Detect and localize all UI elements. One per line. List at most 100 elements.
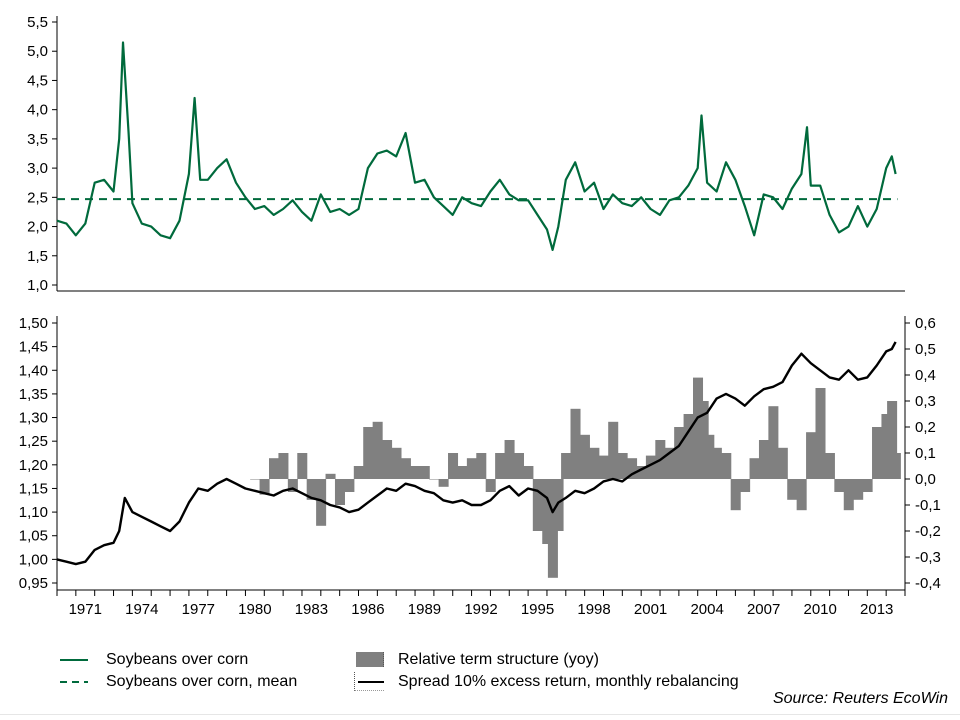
left-y-tick-label: 0,95: [19, 575, 48, 592]
term-structure-bar: [334, 479, 345, 505]
top-y-tick-label: 3,5: [27, 131, 48, 148]
x-tick-label: 1977: [182, 601, 215, 618]
term-structure-bar: [457, 466, 468, 479]
term-structure-bar: [353, 466, 364, 479]
top-y-tick-label: 4,0: [27, 102, 48, 119]
term-structure-bar: [466, 458, 477, 479]
term-structure-bar: [806, 432, 817, 479]
term-structure-bar: [297, 453, 308, 479]
term-structure-bar: [749, 458, 760, 479]
right-y-tick-label: 0,1: [915, 445, 936, 462]
x-tick-label: 2010: [804, 601, 837, 618]
legend-swatch-black-line: [344, 672, 390, 692]
bottom-panel: 1,50 1,45 1,40 1,35 1,30 1,25 1,20 1,15 1,10 1,05…: [19, 315, 941, 618]
term-structure-bar: [872, 427, 883, 479]
right-y-tick-label: -0,2: [915, 523, 941, 540]
term-structure-bar: [485, 479, 496, 492]
legend-label: Soybeans over corn, mean: [106, 673, 298, 690]
term-structure-bar: [570, 408, 581, 479]
term-structure-bar: [250, 479, 261, 480]
term-structure-bar: [495, 453, 506, 479]
term-structure-bar: [862, 479, 873, 492]
term-structure-bar: [363, 427, 374, 479]
term-structure-bar: [410, 466, 421, 479]
top-panel: 5,5 5,0 4,5 4,0 3,5 3,0 2,5 2,0 1,5 1,0: [27, 14, 905, 294]
term-structure-bar: [608, 421, 619, 479]
top-y-tick-label: 5,0: [27, 43, 48, 60]
x-tick-label: 1983: [295, 601, 328, 618]
top-y-tick-label: 5,5: [27, 14, 48, 31]
right-y-tick-label: -0,1: [915, 497, 941, 514]
term-structure-bar: [476, 453, 487, 479]
term-structure-bar: [419, 466, 430, 479]
right-y-tick-label: 0,5: [915, 341, 936, 358]
term-structure-bar: [683, 414, 694, 479]
term-structure-bar: [504, 440, 515, 479]
term-structure-bar: [824, 453, 835, 479]
soybeans-over-corn-line: [56, 41, 897, 251]
right-y-tick-label: 0,0: [915, 471, 936, 488]
term-structure-bar: [664, 447, 675, 479]
top-y-tick-label: 2,0: [27, 219, 48, 236]
x-tick-label: 1986: [351, 601, 384, 618]
source-note: Source: Reuters EcoWin: [772, 690, 948, 707]
right-y-tick-label: 0,3: [915, 393, 936, 410]
right-y-tick-label: -0,3: [915, 549, 941, 566]
x-tick-label: 2013: [860, 601, 893, 618]
top-y-tick-label: 3,0: [27, 160, 48, 177]
term-structure-bar: [344, 479, 355, 492]
x-tick-label: 1989: [408, 601, 441, 618]
term-structure-bar: [674, 427, 685, 479]
term-structure-bar: [698, 401, 709, 479]
term-structure-bar: [400, 458, 411, 479]
legend-label: Soybeans over corn: [106, 651, 249, 668]
term-structure-bar: [693, 377, 704, 479]
term-structure-bar: [843, 479, 854, 511]
right-y-tick-label: 0,4: [915, 367, 936, 384]
term-structure-bar: [547, 479, 558, 578]
x-tick-label: 1974: [125, 601, 158, 618]
term-structure-bar: [758, 440, 769, 479]
term-structure-bar: [278, 453, 289, 479]
term-structure-bar: [704, 434, 715, 479]
x-tick-label: 2007: [747, 601, 780, 618]
legend-item-relative-term-structure: Relative term structure (yoy): [344, 650, 599, 670]
left-y-tick-label: 1,05: [19, 528, 48, 545]
right-y-tick-label: 0,6: [915, 315, 936, 332]
term-structure-bar: [617, 453, 628, 479]
left-y-tick-label: 1,45: [19, 339, 48, 356]
legend-swatch-solid-green: [52, 650, 98, 670]
term-structure-bar: [561, 453, 572, 479]
term-structure-bar: [429, 479, 440, 480]
left-y-tick-label: 1,50: [19, 315, 48, 332]
legend-swatch-gray-bar: [344, 650, 390, 670]
term-structure-bar: [589, 447, 600, 479]
top-y-tick-label: 2,5: [27, 189, 48, 206]
term-structure-bar: [887, 401, 898, 479]
top-y-tick-label: 4,5: [27, 72, 48, 89]
term-structure-bar: [787, 479, 798, 500]
term-structure-bar: [740, 479, 751, 492]
term-structure-bar: [306, 479, 317, 500]
term-structure-bar: [645, 455, 656, 479]
term-structure-bar: [542, 479, 553, 544]
x-tick-label: 1998: [577, 601, 610, 618]
term-structure-bar: [513, 453, 524, 479]
term-structure-bar: [372, 421, 383, 479]
term-structure-bar: [438, 479, 449, 487]
term-structure-bar: [287, 479, 298, 492]
term-structure-bar: [553, 479, 564, 531]
top-y-tick-label: 1,5: [27, 248, 48, 265]
legend-item-spread-excess-return: Spread 10% excess return, monthly rebala…: [344, 672, 739, 692]
term-structure-bar: [532, 479, 543, 531]
term-structure-bar: [325, 473, 336, 479]
term-structure-bar: [579, 434, 590, 479]
legend-item-soybeans-over-corn-mean: Soybeans over corn, mean: [52, 672, 297, 692]
term-structure-bar: [881, 414, 892, 479]
right-y-tick-label: -0,4: [915, 575, 941, 592]
right-y-tick-label: 0,2: [915, 419, 936, 436]
left-y-tick-label: 1,40: [19, 362, 48, 379]
legend-label: Relative term structure (yoy): [398, 651, 599, 668]
term-structure-bar: [711, 447, 722, 479]
legend-swatch-dashed-green: [52, 672, 98, 692]
